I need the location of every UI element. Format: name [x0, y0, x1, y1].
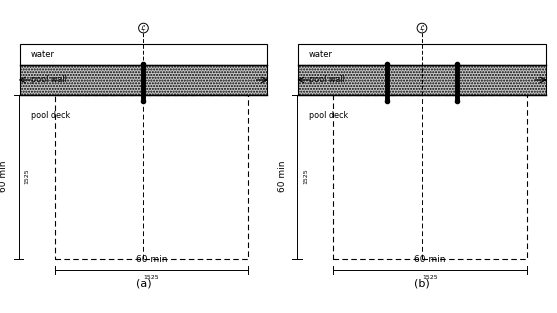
Bar — [299, 65, 545, 95]
Text: 1525: 1525 — [303, 169, 308, 184]
Bar — [299, 44, 545, 65]
Text: 60 min: 60 min — [414, 255, 446, 264]
Bar — [55, 95, 248, 259]
Text: 1525: 1525 — [25, 169, 30, 184]
Text: 1525: 1525 — [422, 275, 438, 280]
Text: pool wall: pool wall — [31, 75, 66, 85]
Text: 60 min: 60 min — [278, 161, 287, 192]
Text: (b): (b) — [414, 278, 430, 288]
Bar — [333, 95, 527, 259]
Text: water: water — [31, 50, 55, 59]
Text: pool deck: pool deck — [31, 111, 70, 120]
Text: pool deck: pool deck — [309, 111, 348, 120]
Bar — [20, 44, 267, 65]
Text: 60 min: 60 min — [136, 255, 167, 264]
Text: pool wall: pool wall — [309, 75, 345, 85]
Bar — [20, 65, 267, 95]
Text: water: water — [309, 50, 333, 59]
Text: 60 min: 60 min — [0, 161, 8, 192]
Text: 1525: 1525 — [144, 275, 159, 280]
Text: $\mathcal{L}$: $\mathcal{L}$ — [419, 23, 425, 32]
Text: $\mathcal{L}$: $\mathcal{L}$ — [140, 23, 146, 32]
Text: (a): (a) — [136, 278, 152, 288]
